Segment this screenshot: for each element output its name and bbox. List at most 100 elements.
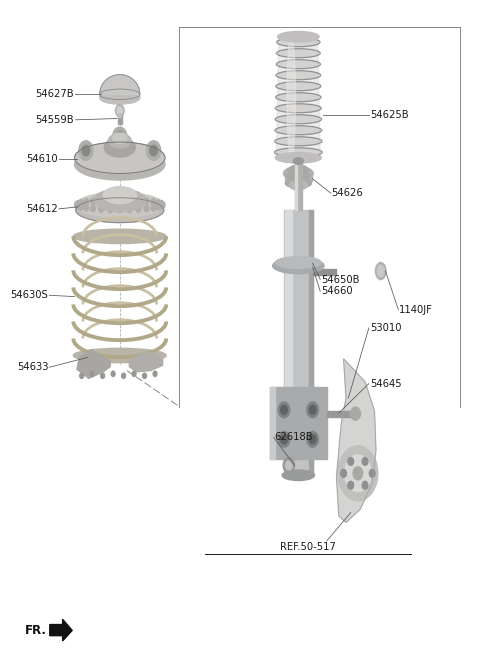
Ellipse shape (278, 72, 319, 79)
Circle shape (79, 203, 84, 210)
Bar (295, 161, 302, 210)
Ellipse shape (108, 134, 131, 148)
Circle shape (309, 435, 316, 444)
Circle shape (156, 203, 161, 210)
Ellipse shape (73, 229, 166, 243)
Bar (118, 111, 121, 124)
Ellipse shape (287, 172, 310, 180)
Polygon shape (129, 352, 163, 372)
Ellipse shape (99, 91, 140, 104)
Text: 54645: 54645 (370, 379, 401, 388)
Circle shape (118, 206, 122, 213)
Bar (284, 210, 312, 476)
Circle shape (281, 405, 288, 415)
Bar (270, 387, 275, 459)
Circle shape (156, 199, 161, 206)
Ellipse shape (289, 165, 308, 174)
Circle shape (113, 127, 127, 147)
Ellipse shape (278, 49, 318, 57)
Ellipse shape (285, 178, 312, 188)
Circle shape (118, 197, 122, 203)
Circle shape (74, 201, 79, 208)
Circle shape (283, 458, 295, 474)
Circle shape (90, 371, 94, 377)
Ellipse shape (103, 186, 136, 203)
Circle shape (79, 141, 93, 161)
Text: REF.50-517: REF.50-517 (280, 543, 336, 552)
Circle shape (281, 435, 288, 444)
Circle shape (76, 203, 80, 209)
Ellipse shape (282, 470, 314, 481)
Ellipse shape (94, 189, 146, 212)
Circle shape (348, 457, 354, 465)
Ellipse shape (74, 149, 165, 180)
Ellipse shape (276, 137, 320, 145)
Circle shape (348, 482, 354, 489)
Circle shape (309, 405, 316, 415)
Text: 54559B: 54559B (35, 115, 73, 125)
Ellipse shape (293, 158, 303, 165)
Text: 62618B: 62618B (275, 432, 313, 442)
Bar (270, 387, 327, 459)
Ellipse shape (284, 167, 313, 180)
Circle shape (278, 432, 290, 447)
Circle shape (151, 205, 156, 211)
Ellipse shape (278, 60, 319, 68)
Circle shape (101, 373, 105, 379)
Circle shape (121, 373, 125, 379)
Ellipse shape (74, 142, 165, 173)
Circle shape (136, 197, 141, 204)
Circle shape (91, 198, 96, 205)
Circle shape (345, 455, 371, 491)
Text: 1140JF: 1140JF (399, 304, 433, 315)
Text: 54633: 54633 (17, 362, 48, 372)
Circle shape (111, 371, 115, 377)
Ellipse shape (277, 115, 320, 123)
Circle shape (351, 407, 360, 420)
Circle shape (143, 373, 146, 379)
Ellipse shape (277, 104, 319, 112)
Circle shape (286, 461, 292, 470)
Circle shape (132, 371, 136, 377)
Bar (285, 173, 312, 181)
Circle shape (127, 197, 132, 204)
Circle shape (99, 206, 104, 213)
Circle shape (369, 470, 375, 478)
Ellipse shape (276, 256, 321, 268)
Circle shape (341, 470, 347, 478)
Polygon shape (77, 350, 110, 379)
Bar (312, 269, 336, 275)
Circle shape (79, 199, 84, 206)
Text: 54625B: 54625B (370, 110, 408, 120)
Circle shape (159, 203, 164, 209)
Ellipse shape (375, 262, 386, 279)
Circle shape (91, 205, 96, 212)
Circle shape (150, 146, 157, 156)
Circle shape (353, 467, 362, 480)
Circle shape (76, 201, 80, 207)
Text: FR.: FR. (24, 624, 47, 637)
Circle shape (84, 199, 89, 205)
Text: 54612: 54612 (26, 204, 58, 214)
Ellipse shape (118, 114, 121, 118)
Ellipse shape (76, 197, 164, 222)
Circle shape (159, 201, 164, 207)
Circle shape (160, 201, 165, 208)
Bar (286, 210, 292, 476)
Ellipse shape (377, 265, 384, 277)
Ellipse shape (116, 105, 124, 117)
Ellipse shape (104, 138, 135, 157)
Circle shape (80, 373, 84, 379)
Ellipse shape (289, 180, 307, 190)
Circle shape (338, 446, 378, 501)
Circle shape (116, 132, 123, 142)
Circle shape (362, 482, 368, 489)
Circle shape (278, 402, 290, 418)
Circle shape (144, 198, 149, 205)
Ellipse shape (350, 409, 361, 419)
Polygon shape (50, 619, 72, 641)
Text: 54627B: 54627B (35, 89, 73, 98)
Text: 54650B: 54650B (321, 275, 360, 285)
Text: 54630S: 54630S (11, 290, 48, 300)
Ellipse shape (73, 348, 166, 363)
